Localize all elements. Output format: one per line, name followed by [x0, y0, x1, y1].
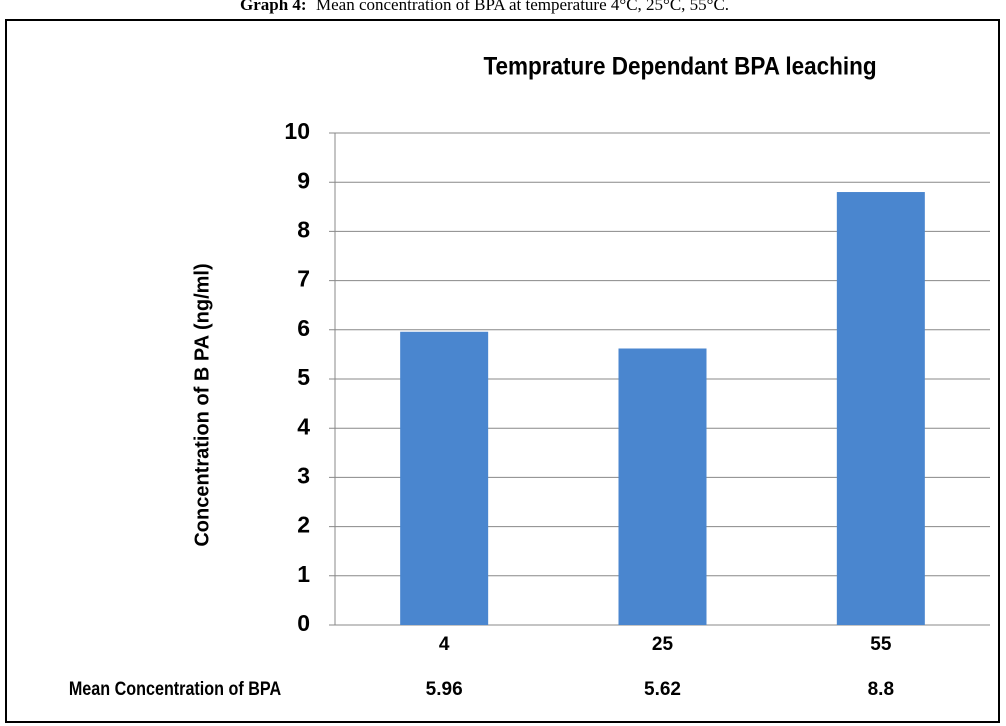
chart-title: Temprature Dependant BPA leaching	[483, 53, 876, 81]
y-tick-label: 6	[297, 315, 310, 341]
caption-text: Mean concentration of BPA at temperature…	[316, 0, 729, 14]
y-tick-label: 9	[297, 167, 310, 193]
data-table-value: 5.62	[644, 679, 681, 700]
y-tick-label: 3	[297, 462, 310, 488]
y-tick-label: 7	[297, 266, 310, 292]
data-table-value: 5.96	[426, 679, 463, 700]
bar	[400, 331, 489, 625]
data-table-value: 8.8	[868, 679, 894, 700]
y-tick-label: 8	[297, 216, 310, 242]
y-tick-label: 0	[297, 610, 310, 636]
y-tick-label: 4	[297, 413, 310, 439]
y-tick-label: 10	[284, 118, 310, 144]
data-table-label: Mean Concentration of BPA	[69, 678, 282, 700]
y-tick-label: 2	[297, 512, 310, 538]
y-axis-label: Concentration of B PA (ng/ml)	[191, 263, 213, 546]
x-tick-label: 55	[870, 634, 892, 655]
chart-border	[5, 19, 1000, 723]
bar	[618, 348, 707, 625]
x-tick-label: 4	[439, 634, 450, 655]
caption-label: Graph 4:	[240, 0, 307, 14]
x-tick-label: 25	[652, 634, 674, 655]
y-tick-label: 1	[297, 561, 310, 587]
y-tick-label: 5	[297, 364, 310, 390]
bar	[836, 192, 925, 626]
